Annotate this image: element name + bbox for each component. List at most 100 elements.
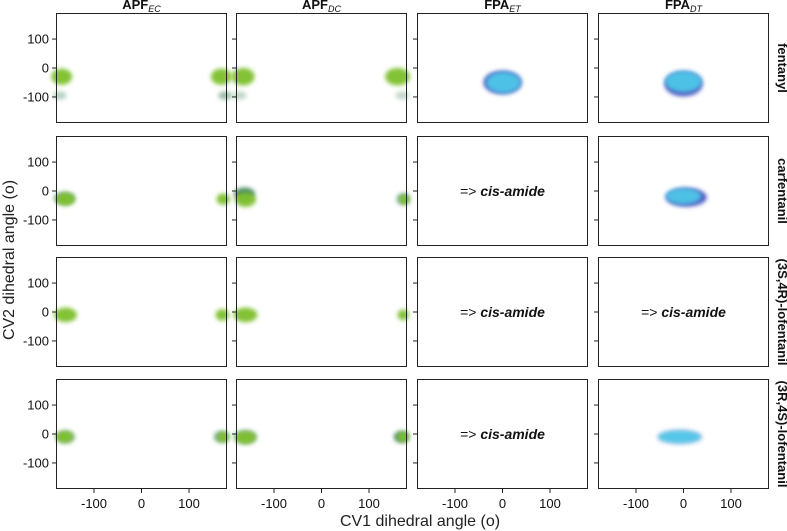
cis-amide-annotation: => cis-amide: [460, 304, 545, 320]
panel: [413, 13, 588, 123]
panel-frame: [56, 13, 227, 123]
panel: [232, 136, 410, 246]
x-tick-label: 100: [178, 496, 200, 511]
panel-frame: [236, 257, 407, 367]
y-tick-label: 100: [27, 155, 49, 170]
panel: [232, 257, 409, 367]
annotation-text: cis-amide: [661, 304, 726, 320]
density-cluster: [658, 430, 702, 444]
panel: 100 0 -100: [23, 257, 229, 367]
column-title-subscript: DT: [690, 4, 703, 14]
panel-frame: [417, 13, 588, 123]
density-cluster: [485, 71, 522, 94]
x-axis-label: CV1 dihedral angle (o): [340, 513, 500, 530]
y-tick-label: -100: [23, 89, 49, 104]
x-tick-label: 100: [720, 496, 742, 511]
y-tick-label: 0: [42, 427, 49, 442]
panel-frame: [236, 136, 407, 246]
row-title: carfentanil: [775, 158, 787, 224]
panel-grid: APFEC APFDC FPAET FPADTfentanylcarfentanil(…: [23, 0, 787, 511]
panel: 100 0 -100: [23, 136, 230, 246]
density-cluster: [217, 431, 229, 443]
column-title: APFEC: [122, 0, 161, 14]
density-cluster: [397, 431, 409, 443]
density-cluster: [56, 431, 74, 443]
x-tick-label: 0: [680, 496, 687, 511]
density-cluster: [235, 431, 256, 444]
density-cluster: [665, 188, 702, 205]
density-cluster: [216, 193, 230, 205]
density-cluster: [395, 91, 409, 100]
density-cluster: [233, 91, 247, 100]
panel-frame: [56, 136, 227, 246]
density-cluster: [664, 70, 703, 93]
y-tick-label: 0: [42, 61, 49, 76]
column-title: FPAET: [484, 0, 522, 14]
panel: [594, 136, 769, 246]
x-tick-label: -100: [442, 496, 468, 511]
density-cluster: [215, 309, 229, 321]
annotation-arrow: =>: [641, 304, 661, 320]
y-tick-label: -100: [23, 333, 49, 348]
panel: => cis-amide: [413, 136, 588, 246]
x-tick-label: -100: [261, 496, 287, 511]
y-tick-label: 0: [42, 305, 49, 320]
annotation-arrow: =>: [460, 304, 480, 320]
x-tick-label: 100: [358, 496, 380, 511]
y-tick-label: -100: [23, 212, 49, 227]
y-tick-label: 100: [27, 32, 49, 47]
density-cluster: [51, 68, 73, 85]
panel: -100 0 100: [594, 379, 769, 511]
y-tick-label: 0: [42, 184, 49, 199]
x-tick-label: -100: [623, 496, 649, 511]
column-title-base: FPA: [484, 0, 510, 12]
row-title: (3R,4S)-lofentanil: [775, 381, 787, 488]
density-cluster: [53, 91, 67, 100]
panel: [231, 13, 410, 123]
annotation-text: cis-amide: [480, 183, 545, 199]
column-title-base: APF: [302, 0, 328, 12]
density-cluster: [231, 68, 255, 86]
annotation-text: cis-amide: [480, 304, 545, 320]
density-cluster: [210, 68, 232, 85]
panel-frame: [598, 257, 769, 367]
panel: 100 0 -100: [23, 13, 232, 123]
panel-frame: [417, 136, 588, 246]
density-cluster: [233, 307, 258, 323]
panel: -100 0 100: [232, 379, 409, 511]
column-title-subscript: ET: [509, 4, 522, 14]
x-tick-label: 100: [539, 496, 561, 511]
x-tick-label: 0: [499, 496, 506, 511]
panel-frame: [56, 257, 227, 367]
panel-frame: [56, 379, 227, 489]
column-title-base: FPA: [665, 0, 691, 12]
x-tick-label: -100: [81, 496, 107, 511]
row-title: fentanyl: [775, 43, 787, 93]
density-cluster: [397, 309, 409, 321]
column-title-base: APF: [122, 0, 148, 12]
density-cluster: [235, 192, 256, 207]
x-tick-label: 0: [138, 496, 145, 511]
cis-amide-annotation: => cis-amide: [460, 426, 545, 442]
column-title: APFDC: [302, 0, 341, 14]
panel: => cis-amide: [413, 257, 588, 367]
density-cluster: [54, 307, 77, 323]
y-tick-label: -100: [23, 455, 49, 470]
panel: [594, 13, 769, 123]
row-title: (3S,4R)-lofentanil: [775, 259, 787, 366]
density-cluster: [399, 193, 410, 205]
cis-amide-annotation: => cis-amide: [641, 304, 726, 320]
panel-frame: [417, 257, 588, 367]
y-axis-label: CV2 dihedral angle (o): [1, 180, 18, 340]
panel-frame: [598, 13, 769, 123]
panel-frame: [236, 379, 407, 489]
density-cluster: [56, 192, 75, 206]
annotation-text: cis-amide: [480, 426, 545, 442]
panel: => cis-amide -100 0 100: [413, 379, 588, 511]
x-tick-label: 0: [318, 496, 325, 511]
column-title-subscript: EC: [148, 4, 161, 14]
panel-frame: [417, 379, 588, 489]
cis-amide-annotation: => cis-amide: [460, 183, 545, 199]
density-cluster: [218, 91, 232, 100]
